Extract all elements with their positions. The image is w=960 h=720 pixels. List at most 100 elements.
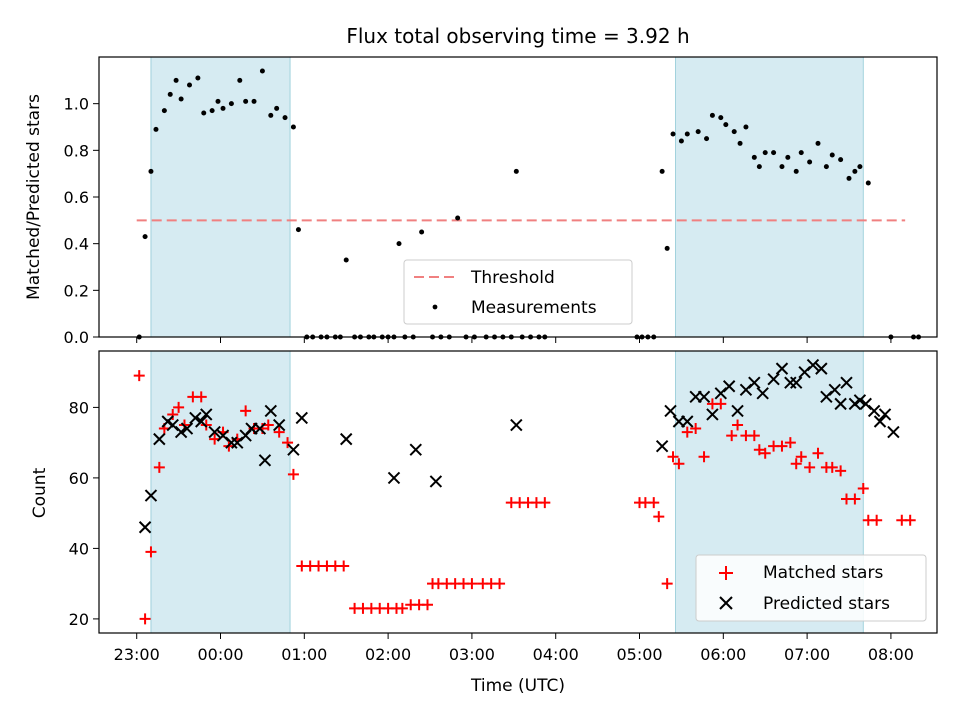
- matched-star-point: [681, 426, 693, 438]
- bottom-shaded-span-0: [150, 350, 291, 634]
- bottom-x-tick-label: 06:00: [700, 645, 746, 664]
- measurement-point: [823, 164, 829, 170]
- matched-star-point: [173, 401, 185, 413]
- predicted-star-point: [706, 408, 719, 421]
- legend-threshold-label: Threshold: [470, 268, 555, 288]
- measurement-point: [201, 110, 207, 116]
- legend-matched-swatch: [719, 566, 733, 580]
- measurement-point: [455, 215, 461, 221]
- measurement-point: [209, 108, 215, 114]
- measurement-point: [243, 98, 249, 104]
- predicted-star-point: [387, 471, 401, 485]
- matched-star-point: [795, 451, 807, 463]
- predicted-star-point: [144, 489, 158, 502]
- predicted-star-point: [867, 404, 881, 418]
- measurement-point: [290, 124, 296, 130]
- matched-star-point: [195, 391, 207, 403]
- measurement-point: [857, 164, 863, 170]
- measurement-point: [723, 122, 729, 128]
- matched-star-point: [282, 437, 294, 449]
- matched-star-point: [690, 423, 702, 435]
- predicted-star-point: [258, 454, 272, 467]
- predicted-star-point: [887, 425, 900, 439]
- matched-star-point: [759, 447, 771, 459]
- measurement-point: [220, 105, 226, 111]
- top-y-axis-ticks: 0.0 0.2 0.4 0.6 0.8 1.0: [64, 95, 99, 347]
- measurement-point: [396, 241, 402, 247]
- bottom-x-tick-label: 01:00: [281, 645, 327, 664]
- measurement-point: [142, 234, 148, 240]
- measurement-point: [664, 245, 670, 251]
- predicted-star-point: [722, 380, 736, 393]
- top-y-tick-label: 1.0: [64, 95, 89, 114]
- measurement-point: [237, 77, 243, 83]
- measurement-point: [771, 150, 777, 156]
- measurement-point: [793, 168, 799, 174]
- matched-star-point: [396, 602, 408, 614]
- bottom-x-axis-ticks: 23:00 00:00 01:00 02:00 03:00 04:00 05:00 06:00…: [114, 633, 914, 664]
- measurement-point: [251, 98, 257, 104]
- matched-star-point: [826, 461, 838, 473]
- legend-matched-label: Matched stars: [763, 563, 883, 583]
- measurement-point: [815, 140, 821, 146]
- matched-star-point: [667, 451, 679, 463]
- predicted-star-point: [409, 443, 422, 456]
- ratio-panel: 0.0 0.2 0.4 0.6 0.8 1.0 Matched/Predicted sta…: [24, 56, 938, 347]
- measurement-point: [751, 154, 757, 160]
- bottom-legend: Matched stars Predicted stars: [695, 554, 927, 622]
- bottom-x-tick-label: 23:00: [114, 645, 160, 664]
- measurement-point: [718, 115, 724, 121]
- top-y-tick-label: 0.2: [64, 281, 89, 300]
- matched-star-point: [653, 511, 665, 523]
- measurement-point: [215, 98, 221, 104]
- measurement-point: [678, 138, 684, 144]
- bottom-y-tick-label: 80: [69, 398, 89, 417]
- measurement-point: [762, 150, 768, 156]
- matched-star-point: [494, 578, 506, 590]
- matched-star-point: [338, 560, 350, 572]
- measurement-point: [187, 82, 193, 88]
- matched-star-point: [466, 578, 478, 590]
- legend-predicted-label: Predicted stars: [763, 594, 890, 614]
- matched-star-point: [698, 451, 710, 463]
- measurement-point: [659, 168, 665, 174]
- measurement-point: [295, 227, 301, 233]
- bottom-y-axis-label: Count: [30, 467, 50, 518]
- matched-star-point: [287, 468, 299, 480]
- matched-star-point: [661, 578, 673, 590]
- predicted-star-point: [834, 397, 847, 411]
- measurement-point: [228, 101, 234, 107]
- measurement-point: [268, 112, 274, 118]
- matched-star-point: [715, 398, 727, 410]
- predicted-star-point: [287, 443, 300, 456]
- predicted-star-point: [815, 362, 828, 375]
- predicted-star-point: [655, 439, 669, 453]
- legend-measurements-swatch: [432, 304, 438, 310]
- predicted-star-point: [208, 425, 221, 439]
- measurement-point: [779, 164, 785, 170]
- bottom-y-axis-ticks: 20 40 60 80: [69, 398, 99, 629]
- measurement-point: [259, 68, 265, 74]
- predicted-star-point: [189, 411, 202, 425]
- predicted-star-point: [784, 376, 797, 389]
- predicted-star-point: [853, 394, 867, 407]
- matched-star-point: [421, 599, 433, 611]
- measurement-point: [148, 168, 154, 174]
- legend-measurements-label: Measurements: [471, 298, 597, 318]
- predicted-star-point: [873, 415, 887, 428]
- predicted-star-point: [295, 411, 309, 425]
- measurement-point: [419, 229, 425, 235]
- bottom-y-tick-label: 20: [69, 610, 89, 629]
- matched-star-point: [648, 497, 660, 509]
- top-y-tick-label: 0.8: [64, 141, 89, 160]
- matched-star-point: [849, 493, 861, 505]
- bottom-axes-frame: [98, 350, 938, 634]
- top-shaded-span-0: [150, 56, 291, 338]
- top-x-axis-ticks: [136, 337, 892, 343]
- chart-title: Flux total observing time = 3.92 h: [346, 24, 689, 48]
- measurement-point: [743, 124, 749, 130]
- bottom-legend-box: [695, 554, 927, 622]
- matched-star-point: [784, 437, 796, 449]
- bottom-x-tick-label: 04:00: [533, 645, 579, 664]
